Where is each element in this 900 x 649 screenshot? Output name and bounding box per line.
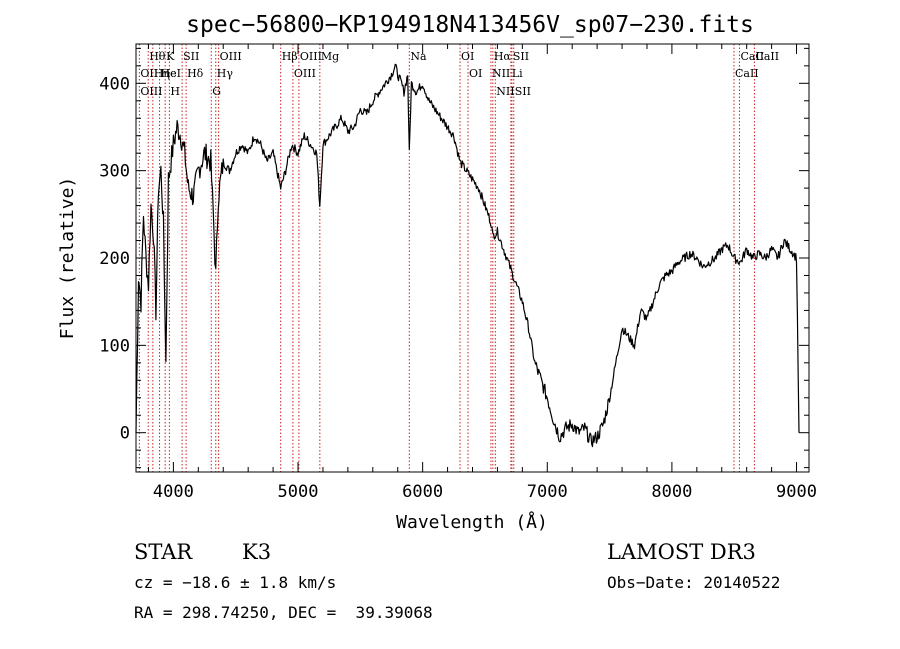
line-label: H bbox=[170, 85, 180, 98]
line-label: OIII bbox=[300, 50, 322, 63]
line-label: Hη bbox=[154, 67, 170, 80]
line-label: G bbox=[212, 85, 221, 98]
data-release: LAMOST DR3 bbox=[607, 540, 756, 564]
line-label: CaII bbox=[735, 67, 759, 80]
observation-date: Obs−Date: 20140522 bbox=[607, 573, 781, 592]
spectrum-line bbox=[135, 63, 800, 448]
line-label: SII bbox=[515, 85, 531, 98]
y-tick-label: 200 bbox=[99, 249, 130, 269]
plot-frame bbox=[135, 43, 810, 473]
line-label: SII bbox=[513, 50, 529, 63]
y-tick-label: 400 bbox=[99, 74, 130, 94]
line-label: NII bbox=[492, 67, 510, 80]
x-axis-label: Wavelength (Å) bbox=[396, 511, 548, 533]
line-label: OI bbox=[461, 50, 474, 63]
line-label: OIII bbox=[294, 67, 316, 80]
y-axis-ticks: 0 100 200 300 400 bbox=[99, 47, 809, 469]
line-label: K bbox=[166, 50, 175, 63]
coordinates: RA = 298.74250, DEC = 39.39068 bbox=[134, 603, 433, 622]
line-label: Li bbox=[512, 67, 523, 80]
line-label: NII bbox=[496, 85, 514, 98]
x-tick-label: 5000 bbox=[278, 482, 319, 502]
line-label: HeI bbox=[161, 67, 181, 80]
line-label: SII bbox=[183, 50, 199, 63]
x-axis-ticks: 4000 5000 6000 7000 8000 9000 bbox=[147, 44, 817, 502]
x-tick-label: 9000 bbox=[776, 482, 817, 502]
x-tick-label: 7000 bbox=[527, 482, 568, 502]
line-label: CaII bbox=[740, 50, 764, 63]
line-label: OIII bbox=[220, 50, 242, 63]
object-class: STAR bbox=[134, 540, 193, 564]
object-subclass: K3 bbox=[242, 540, 272, 564]
redshift-cz: cz = −18.6 ± 1.8 km/s bbox=[134, 573, 337, 592]
x-tick-label: 4000 bbox=[153, 482, 194, 502]
line-label: Hα bbox=[494, 50, 512, 63]
y-tick-label: 0 bbox=[120, 424, 130, 444]
y-axis-label: Flux (relative) bbox=[57, 177, 78, 340]
line-label: CaII bbox=[755, 50, 779, 63]
y-tick-label: 300 bbox=[99, 162, 130, 182]
line-label: Hδ bbox=[187, 67, 204, 80]
line-label: Mg bbox=[321, 50, 339, 63]
emission-line-markers bbox=[138, 44, 755, 472]
line-label: OIII bbox=[140, 85, 162, 98]
line-label: Hβ bbox=[282, 50, 298, 63]
chart-title: spec−56800−KP194918N413456V_sp07−230.fit… bbox=[186, 12, 754, 38]
y-tick-label: 100 bbox=[99, 336, 130, 356]
line-label: Hγ bbox=[217, 67, 234, 80]
x-tick-label: 6000 bbox=[402, 482, 443, 502]
line-label: Na bbox=[410, 50, 427, 63]
x-tick-label: 8000 bbox=[651, 482, 692, 502]
line-label: He bbox=[161, 67, 177, 80]
line-label: OI bbox=[469, 67, 482, 80]
line-label: OII bbox=[140, 67, 158, 80]
line-label: Hθ bbox=[149, 50, 166, 63]
